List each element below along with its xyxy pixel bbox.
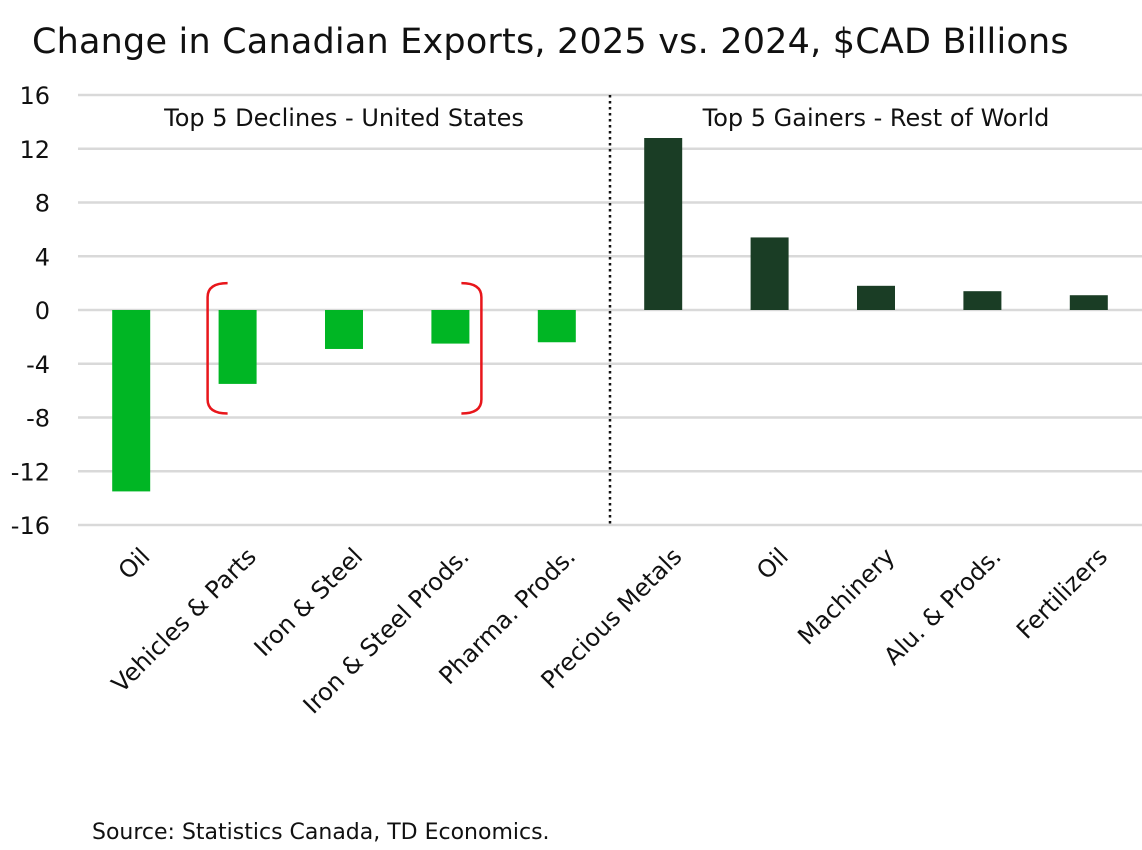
- bracket-left: [206, 281, 228, 415]
- panel-label: Top 5 Gainers - Rest of World: [702, 104, 1050, 132]
- x-tick-label: Oil: [113, 542, 156, 585]
- bar: [963, 291, 1002, 310]
- source-note: Source: Statistics Canada, TD Economics.: [92, 820, 550, 845]
- bar: [644, 138, 683, 310]
- x-tick-label: Oil: [751, 542, 794, 585]
- bar: [431, 310, 470, 344]
- y-tick-label: -16: [11, 512, 50, 540]
- bar: [857, 285, 895, 310]
- y-tick-label: 12: [19, 136, 50, 164]
- y-tick-label: -12: [11, 458, 50, 486]
- y-tick-label: -8: [26, 405, 50, 433]
- x-tick-label: Iron & Steel: [249, 542, 369, 662]
- bar: [218, 310, 257, 384]
- y-tick-label: 16: [19, 82, 50, 110]
- bar: [325, 310, 363, 349]
- bar: [537, 310, 576, 343]
- y-tick-label: 4: [35, 243, 50, 271]
- y-axis: 16 12 8 4 0 -4 -8 -12 -16: [11, 82, 50, 540]
- panel-label: Top 5 Declines - United States: [163, 104, 524, 132]
- annotations: [206, 281, 483, 415]
- chart-title: Change in Canadian Exports, 2025 vs. 202…: [32, 22, 1069, 62]
- bar: [112, 310, 151, 492]
- bracket-right: [461, 281, 483, 415]
- y-tick-label: -4: [26, 351, 50, 379]
- bars: [112, 138, 1108, 492]
- gridlines: [78, 93, 1142, 527]
- y-tick-label: 8: [35, 190, 50, 218]
- x-tick-label: Fertilizers: [1011, 542, 1113, 644]
- y-tick-label: 0: [35, 297, 50, 325]
- x-tick-label: Machinery: [792, 542, 900, 650]
- bar: [750, 237, 789, 310]
- bar: [1069, 295, 1108, 310]
